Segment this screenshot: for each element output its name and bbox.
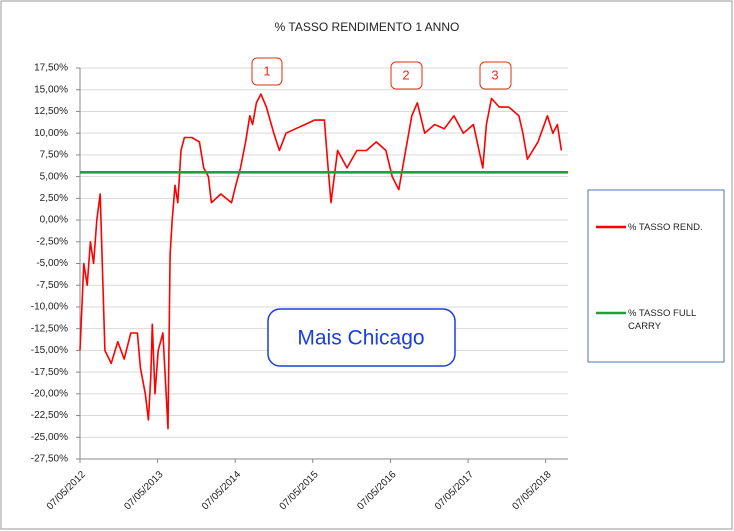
y-tick-label: -2,50% (36, 236, 68, 247)
y-tick-label: -5,00% (36, 258, 68, 269)
y-tick-label: -7,50% (36, 280, 68, 291)
y-tick-label: -25,00% (31, 432, 68, 443)
y-tick-label: -15,00% (31, 345, 68, 356)
y-tick-label: -27,50% (31, 454, 68, 465)
y-tick-label: 2,50% (40, 193, 68, 204)
y-tick-label: -22,50% (31, 410, 68, 421)
y-tick-label: 5,00% (40, 171, 68, 182)
chart-title: % TASSO RENDIMENTO 1 ANNO (275, 20, 460, 34)
y-tick-label: -10,00% (31, 302, 68, 313)
y-tick-label: 10,00% (34, 128, 68, 139)
annotation-box (251, 57, 283, 86)
annotation: 3 (491, 67, 498, 82)
y-tick-label: 7,50% (40, 150, 68, 161)
annotation: 2 (402, 67, 409, 82)
series-line (79, 93, 563, 430)
y-tick-label: -20,00% (31, 388, 68, 399)
annotation: Mais Chicago (297, 327, 424, 350)
y-tick-label: 12,50% (34, 106, 68, 117)
legend-box (587, 189, 725, 363)
y-tick-label: 15,00% (34, 84, 68, 95)
legend-label: % TASSO REND. (628, 222, 703, 233)
y-tick-label: 0,00% (40, 215, 68, 226)
annotation-box (390, 61, 423, 90)
annotation-box (479, 61, 512, 90)
y-tick-label: 17,50% (34, 63, 68, 74)
annotation: 1 (263, 63, 270, 78)
annotation-box (267, 308, 456, 367)
legend-label: % TASSO FULL CARRY (628, 308, 696, 332)
y-tick-label: -17,50% (31, 367, 68, 378)
y-tick-label: -12,50% (31, 323, 68, 334)
